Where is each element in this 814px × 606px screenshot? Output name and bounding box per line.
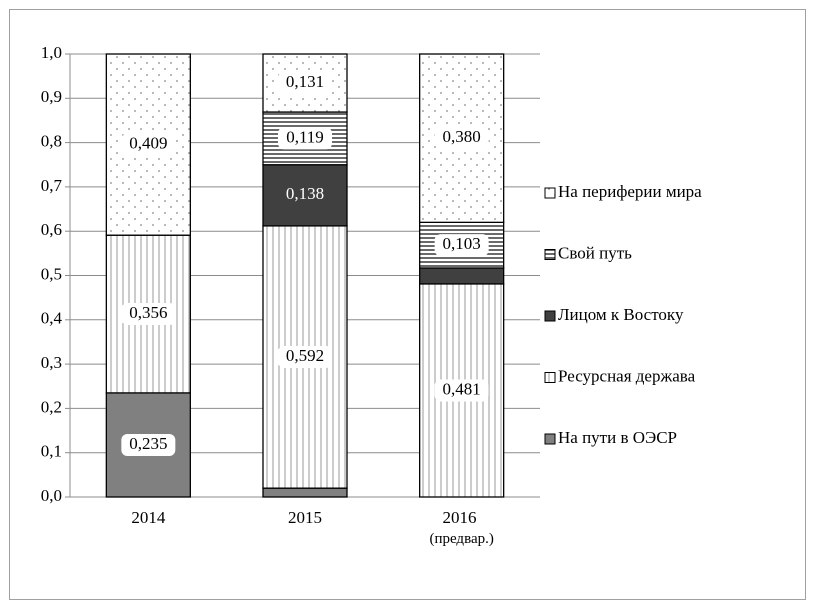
legend-swatch [544, 433, 556, 445]
label-background [434, 127, 489, 150]
label-background [121, 133, 176, 156]
data-label: 0,131 [286, 72, 324, 91]
y-tick-label: 0,0 [41, 486, 62, 505]
x-tick-label: 2014 [131, 508, 166, 527]
y-tick-label: 0,9 [41, 87, 62, 106]
bar-segment [419, 267, 505, 285]
y-tick-label: 0,6 [41, 220, 62, 239]
data-label: 0,356 [129, 303, 167, 322]
label-background [278, 184, 332, 207]
label-background [434, 234, 489, 257]
label-background [278, 72, 332, 95]
data-label: 0,119 [286, 127, 324, 146]
y-tick-label: 0,5 [41, 264, 62, 283]
y-tick-label: 0,4 [41, 309, 63, 328]
data-label: 0,481 [443, 379, 481, 398]
x-tick-label: 2015 [288, 508, 322, 527]
legend-label: Лицом к Востоку [558, 305, 684, 324]
y-tick-label: 0,1 [41, 442, 62, 461]
x-tick-line: 2016 [443, 508, 481, 527]
y-tick-label: 1,0 [41, 43, 62, 62]
data-label: 0,592 [286, 346, 324, 365]
y-tick-label: 0,7 [41, 176, 63, 195]
legend-label: Свой путь [558, 243, 632, 262]
legend-label: На пути в ОЭСР [558, 428, 677, 447]
data-label: 0,138 [286, 184, 324, 203]
x-tick-label: 2016 (предвар.) [429, 508, 493, 548]
label-background [434, 379, 489, 402]
legend-swatch [544, 187, 556, 199]
legend-swatch [544, 249, 556, 260]
label-background [121, 303, 176, 326]
legend-swatch [544, 310, 556, 322]
legend-label: На периферии мира [558, 182, 702, 201]
y-tick-label: 0,3 [41, 353, 62, 372]
data-label: 0,380 [443, 127, 481, 146]
legend-swatch [544, 372, 556, 383]
data-label: 0,103 [443, 234, 481, 253]
label-background [278, 127, 332, 150]
label-background [121, 433, 176, 456]
y-tick-label: 0,8 [41, 132, 62, 151]
legend-label: Ресурсная держава [558, 366, 696, 385]
data-label: 0,409 [129, 133, 167, 152]
x-tick-line: (предвар.) [429, 531, 493, 547]
y-tick-label: 0,2 [41, 397, 62, 416]
bar-segment [262, 487, 348, 498]
data-label: 0,235 [129, 434, 167, 453]
label-background [278, 346, 332, 369]
